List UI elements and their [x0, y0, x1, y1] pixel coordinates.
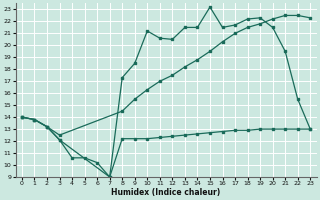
X-axis label: Humidex (Indice chaleur): Humidex (Indice chaleur) — [111, 188, 221, 197]
